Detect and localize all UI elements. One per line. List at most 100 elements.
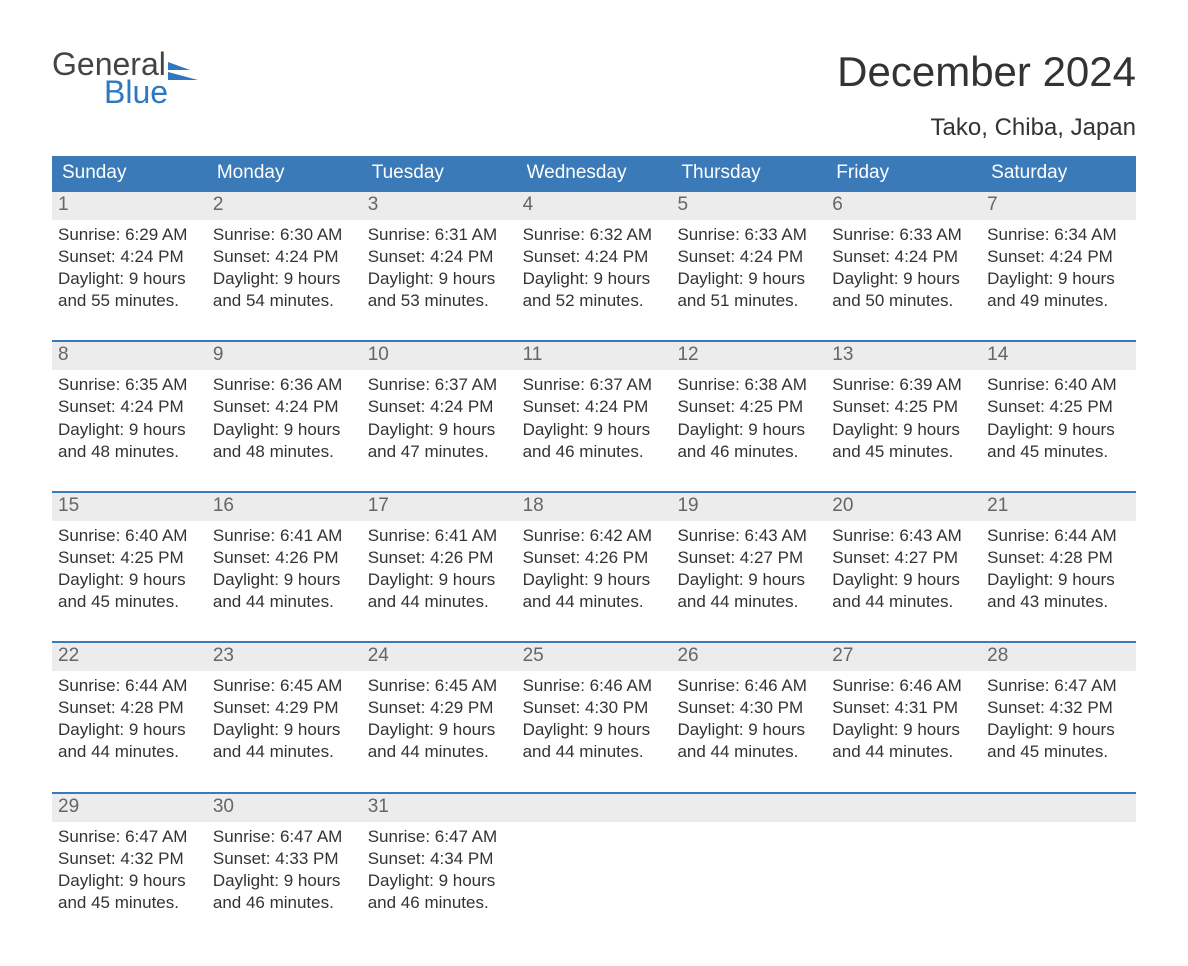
day-body: Sunrise: 6:45 AMSunset: 4:29 PMDaylight:… [362, 671, 517, 767]
day-body: Sunrise: 6:40 AMSunset: 4:25 PMDaylight:… [981, 370, 1136, 466]
day-body: Sunrise: 6:31 AMSunset: 4:24 PMDaylight:… [362, 220, 517, 316]
day-cell: 15Sunrise: 6:40 AMSunset: 4:25 PMDayligh… [52, 493, 207, 617]
day-body: Sunrise: 6:37 AMSunset: 4:24 PMDaylight:… [517, 370, 672, 466]
day-cell: 19Sunrise: 6:43 AMSunset: 4:27 PMDayligh… [671, 493, 826, 617]
day-number: . [981, 794, 1136, 822]
day-line-sunrise: Sunrise: 6:46 AM [523, 675, 666, 697]
day-line-d2: and 44 minutes. [677, 741, 820, 763]
weekday-header-row: SundayMondayTuesdayWednesdayThursdayFrid… [52, 156, 1136, 190]
day-line-d1: Daylight: 9 hours [213, 268, 356, 290]
day-number: 11 [517, 342, 672, 370]
day-cell: 1Sunrise: 6:29 AMSunset: 4:24 PMDaylight… [52, 192, 207, 316]
day-line-sunset: Sunset: 4:25 PM [832, 396, 975, 418]
logo: General Blue [52, 48, 198, 108]
weekday-header: Thursday [671, 156, 826, 190]
day-line-d1: Daylight: 9 hours [523, 719, 666, 741]
day-cell: 18Sunrise: 6:42 AMSunset: 4:26 PMDayligh… [517, 493, 672, 617]
day-line-d2: and 47 minutes. [368, 441, 511, 463]
day-number: 25 [517, 643, 672, 671]
day-line-d2: and 44 minutes. [368, 591, 511, 613]
day-line-sunrise: Sunrise: 6:44 AM [987, 525, 1130, 547]
day-number: 10 [362, 342, 517, 370]
day-line-sunrise: Sunrise: 6:41 AM [368, 525, 511, 547]
day-line-sunrise: Sunrise: 6:29 AM [58, 224, 201, 246]
day-body: Sunrise: 6:33 AMSunset: 4:24 PMDaylight:… [826, 220, 981, 316]
day-line-sunset: Sunset: 4:28 PM [987, 547, 1130, 569]
day-number: 2 [207, 192, 362, 220]
day-cell: 31Sunrise: 6:47 AMSunset: 4:34 PMDayligh… [362, 794, 517, 918]
day-cell: . [826, 794, 981, 918]
day-body: Sunrise: 6:43 AMSunset: 4:27 PMDaylight:… [826, 521, 981, 617]
day-cell: 2 Sunrise: 6:30 AMSunset: 4:24 PMDaylight… [207, 192, 362, 316]
day-line-d2: and 44 minutes. [523, 741, 666, 763]
day-line-sunrise: Sunrise: 6:46 AM [832, 675, 975, 697]
day-number: . [826, 794, 981, 822]
day-line-d1: Daylight: 9 hours [58, 268, 201, 290]
day-line-d2: and 44 minutes. [832, 741, 975, 763]
day-body: Sunrise: 6:41 AMSunset: 4:26 PMDaylight:… [362, 521, 517, 617]
day-cell: 27Sunrise: 6:46 AMSunset: 4:31 PMDayligh… [826, 643, 981, 767]
day-cell: 20Sunrise: 6:43 AMSunset: 4:27 PMDayligh… [826, 493, 981, 617]
day-line-d1: Daylight: 9 hours [677, 719, 820, 741]
day-line-d1: Daylight: 9 hours [58, 870, 201, 892]
weekday-header: Sunday [52, 156, 207, 190]
day-line-sunrise: Sunrise: 6:30 AM [213, 224, 356, 246]
day-line-sunrise: Sunrise: 6:39 AM [832, 374, 975, 396]
day-number: 21 [981, 493, 1136, 521]
day-line-d2: and 45 minutes. [987, 741, 1130, 763]
day-line-sunrise: Sunrise: 6:36 AM [213, 374, 356, 396]
day-body: Sunrise: 6:45 AMSunset: 4:29 PMDaylight:… [207, 671, 362, 767]
day-line-d2: and 46 minutes. [523, 441, 666, 463]
day-body: Sunrise: 6:46 AMSunset: 4:30 PMDaylight:… [517, 671, 672, 767]
day-cell: . [671, 794, 826, 918]
day-line-sunset: Sunset: 4:32 PM [58, 848, 201, 870]
day-cell: 12Sunrise: 6:38 AMSunset: 4:25 PMDayligh… [671, 342, 826, 466]
day-line-sunrise: Sunrise: 6:41 AM [213, 525, 356, 547]
day-line-d2: and 46 minutes. [368, 892, 511, 914]
week-row: 8Sunrise: 6:35 AMSunset: 4:24 PMDaylight… [52, 340, 1136, 466]
day-line-d1: Daylight: 9 hours [368, 719, 511, 741]
day-number: 16 [207, 493, 362, 521]
day-number: 4 [517, 192, 672, 220]
day-body: Sunrise: 6:47 AMSunset: 4:32 PMDaylight:… [52, 822, 207, 918]
day-line-sunset: Sunset: 4:24 PM [213, 246, 356, 268]
day-line-d2: and 44 minutes. [677, 591, 820, 613]
day-line-sunset: Sunset: 4:27 PM [677, 547, 820, 569]
day-line-sunset: Sunset: 4:29 PM [368, 697, 511, 719]
day-number: 7 [981, 192, 1136, 220]
day-line-d1: Daylight: 9 hours [523, 419, 666, 441]
day-line-d1: Daylight: 9 hours [368, 569, 511, 591]
day-line-d1: Daylight: 9 hours [58, 719, 201, 741]
day-line-d1: Daylight: 9 hours [213, 569, 356, 591]
day-line-sunset: Sunset: 4:28 PM [58, 697, 201, 719]
day-cell: 22Sunrise: 6:44 AMSunset: 4:28 PMDayligh… [52, 643, 207, 767]
day-line-sunset: Sunset: 4:30 PM [677, 697, 820, 719]
day-line-d2: and 44 minutes. [213, 741, 356, 763]
day-cell: 28Sunrise: 6:47 AMSunset: 4:32 PMDayligh… [981, 643, 1136, 767]
day-line-d1: Daylight: 9 hours [523, 268, 666, 290]
day-line-sunset: Sunset: 4:24 PM [832, 246, 975, 268]
day-line-sunset: Sunset: 4:24 PM [58, 396, 201, 418]
day-number: 14 [981, 342, 1136, 370]
day-cell: 13Sunrise: 6:39 AMSunset: 4:25 PMDayligh… [826, 342, 981, 466]
day-line-d2: and 44 minutes. [523, 591, 666, 613]
day-number: 31 [362, 794, 517, 822]
day-line-sunset: Sunset: 4:24 PM [523, 246, 666, 268]
day-line-sunrise: Sunrise: 6:33 AM [677, 224, 820, 246]
day-line-sunset: Sunset: 4:24 PM [368, 246, 511, 268]
day-line-sunrise: Sunrise: 6:45 AM [368, 675, 511, 697]
day-line-d2: and 45 minutes. [832, 441, 975, 463]
month-title: December 2024 [837, 48, 1136, 96]
day-line-sunset: Sunset: 4:26 PM [213, 547, 356, 569]
day-line-d1: Daylight: 9 hours [832, 268, 975, 290]
day-line-sunrise: Sunrise: 6:46 AM [677, 675, 820, 697]
day-line-d1: Daylight: 9 hours [213, 419, 356, 441]
weekday-header: Wednesday [517, 156, 672, 190]
week-row: 29Sunrise: 6:47 AMSunset: 4:32 PMDayligh… [52, 792, 1136, 918]
day-body: Sunrise: 6:42 AMSunset: 4:26 PMDaylight:… [517, 521, 672, 617]
day-line-d1: Daylight: 9 hours [368, 870, 511, 892]
day-line-sunrise: Sunrise: 6:37 AM [523, 374, 666, 396]
day-line-d2: and 45 minutes. [987, 441, 1130, 463]
weekday-header: Friday [826, 156, 981, 190]
day-body: Sunrise: 6:32 AMSunset: 4:24 PMDaylight:… [517, 220, 672, 316]
